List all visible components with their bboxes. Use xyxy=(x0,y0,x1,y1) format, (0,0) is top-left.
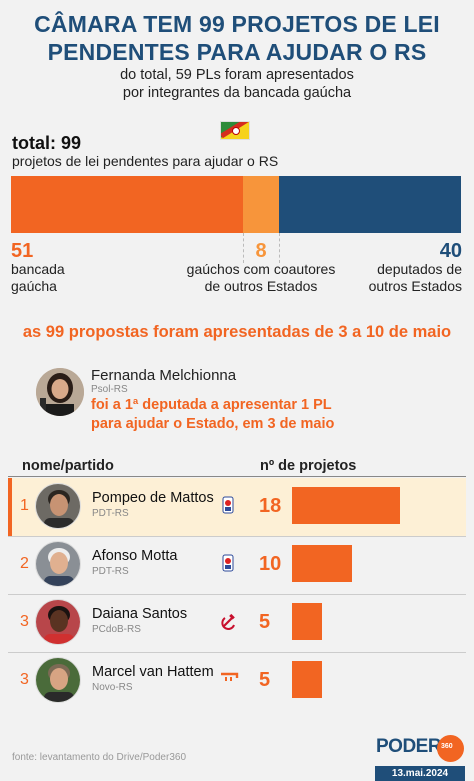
stacked-label-1: bancada gaúcha xyxy=(11,261,65,295)
column-header-name: nome/partido xyxy=(22,458,114,474)
title-line-2: PENDENTES PARA AJUDAR O RS xyxy=(47,39,427,65)
date-badge: 13.mai.2024 xyxy=(375,766,465,781)
project-count: 5 xyxy=(259,611,271,633)
fernanda-avatar xyxy=(36,368,84,416)
deputy-avatar xyxy=(35,483,81,529)
project-count: 5 xyxy=(259,669,271,691)
deputy-party: PCdoB-RS xyxy=(92,624,141,635)
deputy-party: PDT-RS xyxy=(92,508,129,519)
page-title: CÂMARA TEM 99 PROJETOS DE LEI PENDENTES … xyxy=(0,10,474,66)
rank-number: 3 xyxy=(20,613,29,630)
stacked-label-3-line-1: deputados de xyxy=(377,261,462,277)
row-divider xyxy=(8,652,466,653)
poder360-logo-number: 360 xyxy=(441,743,453,750)
poder360-logo-mark: 360 xyxy=(437,735,464,762)
stacked-value-3: 40 xyxy=(439,240,462,262)
stacked-label-1-line-1: bancada xyxy=(11,261,65,277)
stacked-segment-3 xyxy=(279,176,461,233)
rank-number: 3 xyxy=(20,671,29,688)
segment-divider xyxy=(279,233,280,263)
project-count: 10 xyxy=(259,553,282,575)
deputy-avatar xyxy=(35,541,81,587)
deputy-name: Daiana Santos xyxy=(92,606,188,622)
rank-number: 2 xyxy=(20,555,29,572)
fernanda-desc-line-1: foi a 1ª deputada a apresentar 1 PL xyxy=(91,397,332,413)
pdt-icon xyxy=(220,554,236,572)
fernanda-name: Fernanda Melchionna xyxy=(91,367,237,384)
row-divider xyxy=(8,536,466,537)
fernanda-desc-line-2: para ajudar o Estado, em 3 de maio xyxy=(91,416,335,432)
stacked-label-2-line-2: de outros Estados xyxy=(204,278,318,294)
total-label: total: 99 xyxy=(12,133,82,153)
deputy-avatar xyxy=(35,599,81,645)
rs-flag-icon xyxy=(220,121,250,140)
project-bar xyxy=(292,603,322,640)
pdt-icon xyxy=(220,496,236,514)
stacked-segment-1 xyxy=(11,176,243,233)
deputy-name: Marcel van Hattem xyxy=(92,664,214,680)
deputy-name: Pompeo de Mattos xyxy=(92,490,214,506)
column-header-count: nº de projetos xyxy=(260,458,357,474)
rank-number: 1 xyxy=(20,497,29,514)
poder360-logo: PODER xyxy=(376,736,442,757)
stacked-value-1: 51 xyxy=(11,240,34,262)
stacked-label-3: deputados de outros Estados xyxy=(369,261,462,295)
deputy-name: Afonso Motta xyxy=(92,548,178,564)
project-bar xyxy=(292,545,352,582)
subtitle-line-2: por integrantes da bancada gaúcha xyxy=(122,85,352,101)
hammer-sickle-icon xyxy=(220,612,236,630)
deputy-party: PDT-RS xyxy=(92,566,129,577)
title-line-1: CÂMARA TEM 99 PROJETOS DE LEI xyxy=(34,11,440,37)
novo-icon xyxy=(220,670,239,688)
project-bar xyxy=(292,487,400,524)
stacked-value-2: 8 xyxy=(255,240,267,262)
source-note: fonte: levantamento do Drive/Poder360 xyxy=(12,752,186,763)
stacked-bar xyxy=(11,176,462,233)
total-description: projetos de lei pendentes para ajudar o … xyxy=(12,153,279,169)
stacked-label-3-line-2: outros Estados xyxy=(368,278,462,294)
fernanda-description: foi a 1ª deputada a apresentar 1 PL para… xyxy=(91,396,334,434)
header-divider xyxy=(8,476,466,477)
stacked-label-2: gaúchos com coautores de outros Estados xyxy=(171,261,351,295)
subtitle-line-1: do total, 59 PLs foram apresentados xyxy=(120,67,354,83)
project-count: 18 xyxy=(259,495,282,517)
segment-divider xyxy=(243,233,244,263)
project-bar xyxy=(292,661,322,698)
stacked-label-2-line-1: gaúchos com coautores xyxy=(186,261,336,277)
may-note: as 99 propostas foram apresentadas de 3 … xyxy=(22,323,452,341)
row-divider xyxy=(8,594,466,595)
fernanda-party: Psol-RS xyxy=(91,384,128,395)
stacked-label-1-line-2: gaúcha xyxy=(11,278,57,294)
deputy-party: Novo-RS xyxy=(92,682,133,693)
stacked-segment-2 xyxy=(243,176,279,233)
subtitle: do total, 59 PLs foram apresentados por … xyxy=(0,66,474,102)
deputy-avatar xyxy=(35,657,81,703)
